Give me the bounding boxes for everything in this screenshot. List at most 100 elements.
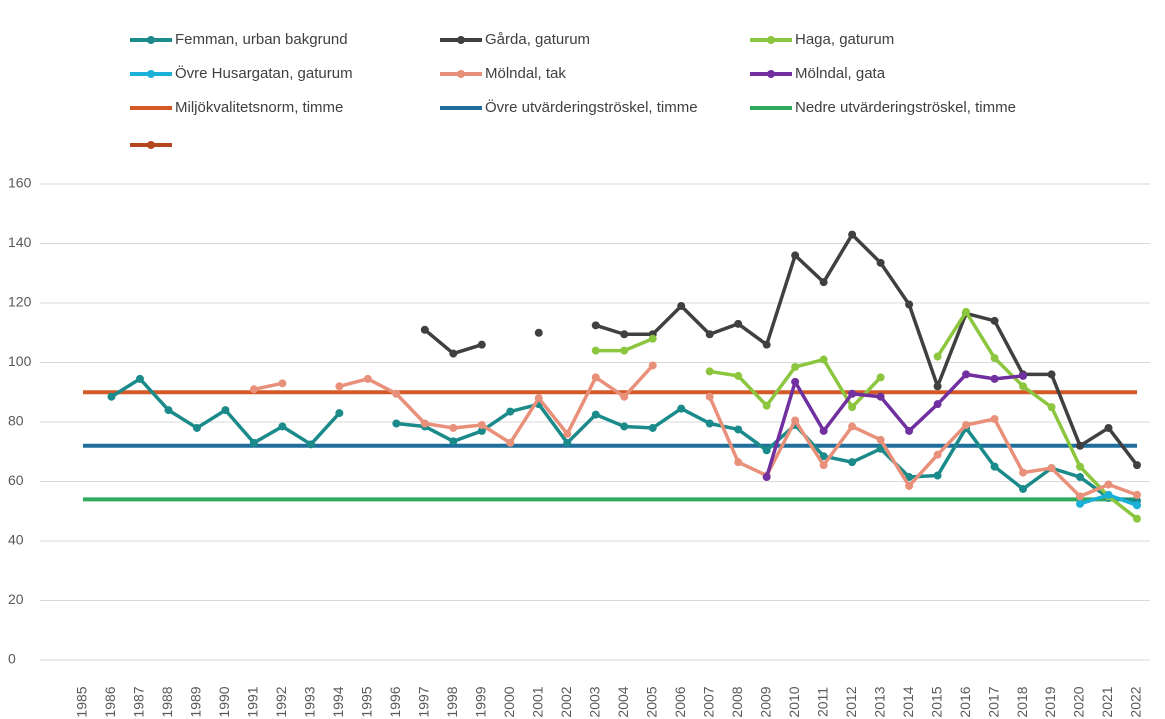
legend-label: Mölndal, tak — [485, 65, 566, 82]
data-point — [477, 426, 486, 435]
data-point — [762, 473, 771, 482]
data-point — [620, 330, 629, 339]
data-point — [648, 334, 657, 343]
x-tick-label: 1989 — [188, 686, 204, 717]
data-point — [705, 367, 714, 376]
data-point — [591, 321, 600, 330]
data-point — [1133, 490, 1141, 499]
data-point — [534, 394, 543, 403]
data-point — [1104, 480, 1113, 489]
x-tick-label: 1985 — [74, 686, 90, 717]
data-point — [506, 407, 515, 416]
data-point — [905, 300, 914, 309]
data-point — [990, 415, 999, 424]
data-point — [848, 422, 857, 431]
x-tick-label: 1990 — [216, 686, 232, 717]
data-point — [848, 230, 857, 239]
data-point — [563, 429, 572, 438]
x-tick-label: 2018 — [1014, 686, 1030, 717]
data-point — [819, 355, 828, 364]
data-point — [1019, 468, 1028, 477]
x-tick-label: 1996 — [387, 686, 403, 717]
legend-marker — [457, 70, 465, 78]
data-point — [677, 301, 686, 310]
legend-label: Nedre utvärderingströskel, timme — [795, 99, 1016, 116]
series-line — [338, 364, 655, 445]
data-point — [990, 462, 999, 471]
data-point — [705, 330, 714, 339]
legend-label: Övre utvärderingströskel, timme — [485, 98, 698, 116]
data-point — [278, 379, 287, 388]
data-point — [1133, 501, 1141, 510]
data-point — [392, 389, 401, 398]
x-tick-label: 2006 — [672, 686, 688, 717]
x-tick-label: 2019 — [1042, 686, 1058, 717]
data-point — [1133, 461, 1141, 470]
x-tick-label: 2009 — [757, 686, 773, 717]
data-point — [249, 438, 258, 447]
data-point — [449, 437, 458, 446]
data-point — [962, 307, 971, 316]
data-point — [1047, 370, 1056, 379]
data-point — [363, 374, 372, 383]
data-point — [705, 392, 714, 401]
data-point — [449, 423, 458, 432]
x-tick-label: 1995 — [359, 686, 375, 717]
data-point — [762, 446, 771, 455]
data-point — [1133, 514, 1141, 523]
series-line — [253, 381, 283, 391]
data-point — [591, 346, 600, 355]
x-tick-label: 2014 — [900, 686, 916, 717]
data-point — [705, 419, 714, 428]
data-point — [620, 392, 629, 401]
data-point — [278, 422, 287, 431]
data-point — [848, 458, 857, 467]
data-point — [306, 440, 315, 449]
data-point — [791, 416, 800, 425]
y-tick-label: 120 — [8, 294, 32, 310]
data-point — [620, 422, 629, 431]
legend-marker — [457, 36, 465, 44]
data-point — [164, 406, 173, 415]
x-tick-label: 2016 — [957, 686, 973, 717]
x-tick-label: 2011 — [814, 687, 830, 717]
x-tick-label: 1993 — [302, 686, 318, 717]
x-tick-label: 2017 — [985, 686, 1001, 717]
x-tick-label: 2005 — [643, 686, 659, 717]
x-tick-label: 2007 — [700, 686, 716, 717]
data-point — [192, 423, 201, 432]
x-tick-label: 1986 — [102, 686, 118, 717]
data-point — [962, 420, 971, 429]
x-tick-label: 2022 — [1128, 686, 1144, 717]
data-point — [677, 404, 686, 413]
data-point — [962, 370, 971, 379]
data-point — [876, 392, 885, 401]
legend-marker — [767, 70, 775, 78]
y-tick-label: 160 — [8, 175, 32, 191]
data-point — [933, 352, 942, 361]
data-point — [1076, 473, 1085, 482]
data-point — [335, 382, 344, 391]
data-point — [819, 452, 828, 461]
series-line — [936, 310, 1139, 521]
data-point — [1104, 423, 1113, 432]
legend-marker — [147, 36, 155, 44]
x-tick-label: 2020 — [1071, 686, 1087, 717]
data-point — [1047, 403, 1056, 412]
series-line — [764, 372, 1024, 478]
data-point — [221, 406, 230, 415]
y-tick-label: 60 — [8, 472, 24, 488]
data-point — [591, 373, 600, 382]
y-tick-label: 140 — [8, 234, 32, 250]
data-point — [420, 419, 429, 428]
data-point — [791, 251, 800, 260]
y-tick-label: 0 — [8, 651, 16, 667]
x-tick-label: 2013 — [871, 686, 887, 717]
data-point — [1019, 382, 1028, 391]
data-point — [819, 426, 828, 435]
x-tick-label: 2003 — [586, 686, 602, 717]
data-point — [848, 389, 857, 398]
legend-label: Haga, gaturum — [795, 31, 894, 48]
data-point — [249, 385, 258, 394]
